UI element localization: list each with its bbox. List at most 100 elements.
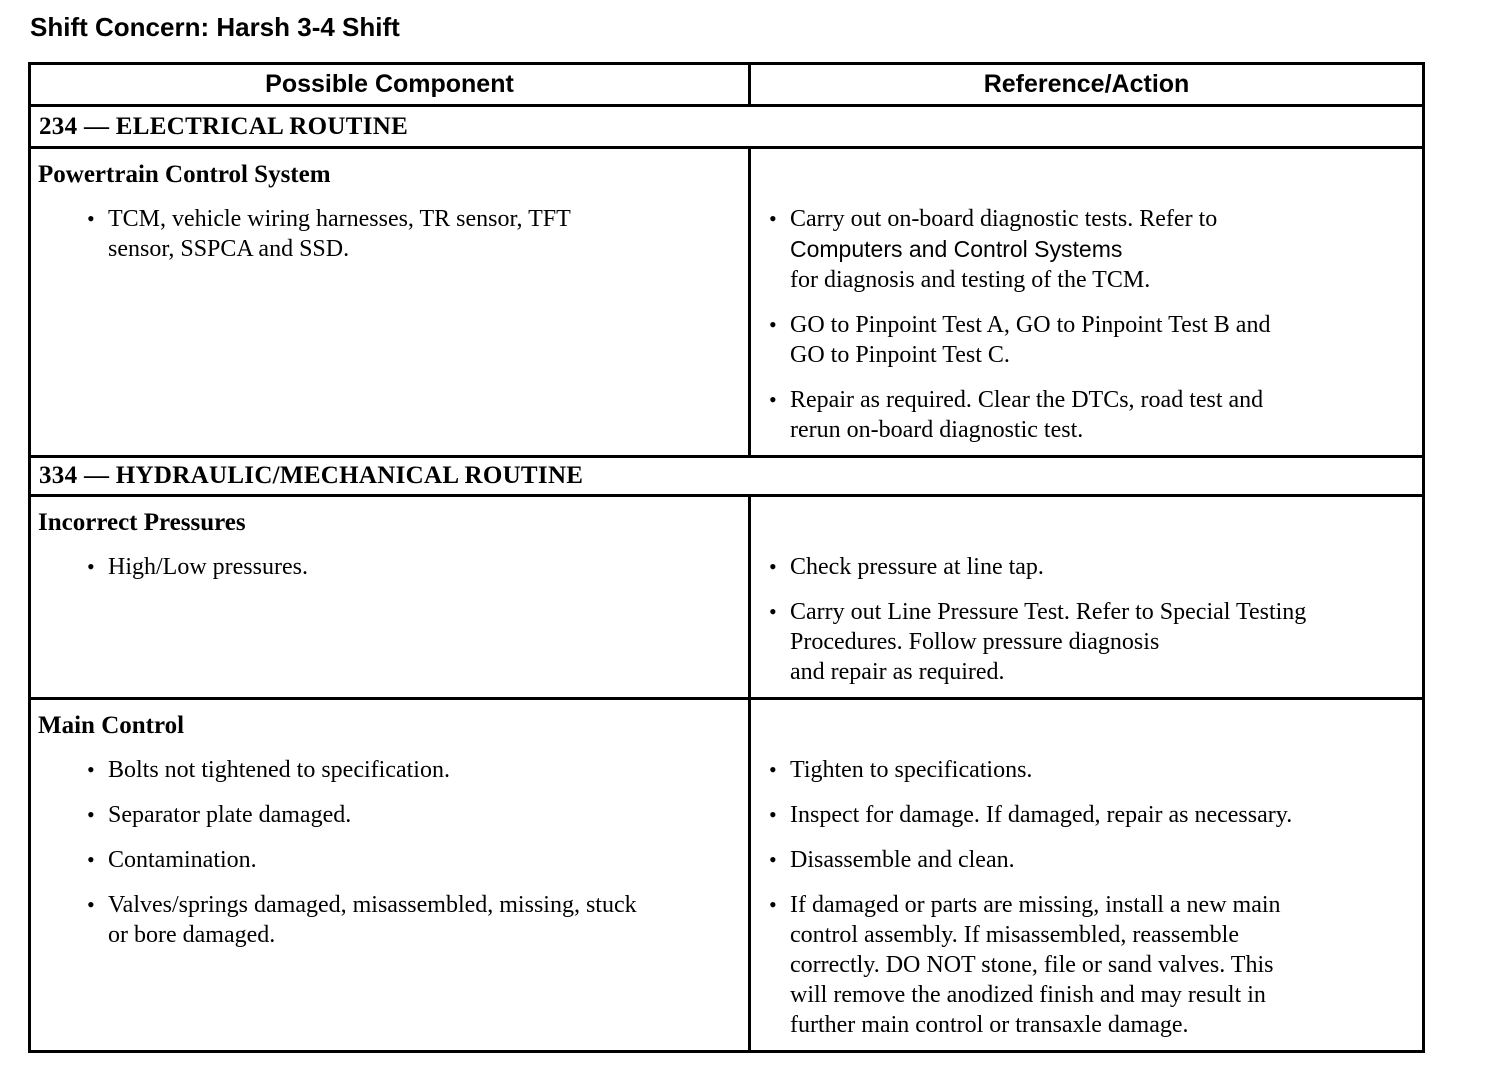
- bullet-icon: •: [769, 802, 777, 827]
- text-segment: TCM, vehicle wiring harnesses, TR sensor…: [108, 206, 571, 232]
- bullet-text: High/Low pressures.: [108, 552, 738, 582]
- bullet-icon: •: [769, 554, 777, 579]
- list-item: • Check pressure at line tap.: [769, 552, 1410, 582]
- action-bullet-list: • Carry out on-board diagnostic tests. Re…: [769, 204, 1410, 445]
- component-title: Powertrain Control System: [38, 161, 331, 188]
- bullet-text: Tighten to specifications.: [790, 755, 1410, 785]
- component-cell: Powertrain Control System • TCM, vehicle w…: [31, 149, 751, 455]
- text-segment: correctly. DO NOT stone, file or sand va…: [790, 952, 1274, 978]
- action-spacer: [757, 507, 1416, 552]
- bullet-text: Disassemble and clean.: [790, 845, 1410, 875]
- bullet-text: Separator plate damaged.: [108, 800, 738, 830]
- list-item: • Valves/springs damaged, misassembled, m…: [87, 890, 738, 950]
- text-segment: rerun on-board diagnostic test.: [790, 417, 1084, 443]
- text-segment: Check pressure at line tap.: [790, 554, 1044, 580]
- section-heading: 334 — HYDRAULIC/MECHANICAL ROUTINE: [39, 462, 584, 489]
- bullet-text: If damaged or parts are missing, install…: [790, 890, 1410, 1040]
- component-title: Incorrect Pressures: [38, 509, 246, 536]
- bullet-icon: •: [769, 312, 777, 337]
- text-segment: Procedures. Follow pressure diagnosis: [790, 629, 1160, 655]
- action-cell: • Carry out on-board diagnostic tests. Re…: [751, 149, 1422, 455]
- list-item: • Carry out on-board diagnostic tests. Re…: [769, 204, 1410, 295]
- text-segment: High/Low pressures.: [108, 554, 308, 580]
- bullet-text: Valves/springs damaged, misassembled, mi…: [108, 890, 738, 950]
- action-bullet-list: • Tighten to specifications. • Inspect for …: [769, 755, 1410, 1040]
- bullet-text: Contamination.: [108, 845, 738, 875]
- text-segment: or bore damaged.: [108, 922, 276, 948]
- bullet-icon: •: [769, 892, 777, 917]
- table-row: Powertrain Control System • TCM, vehicle w…: [31, 146, 1422, 455]
- text-segment: Separator plate damaged.: [108, 802, 352, 828]
- list-item: • Bolts not tightened to specification.: [87, 755, 738, 785]
- text-segment: Carry out Line Pressure Test. Refer to S…: [790, 599, 1307, 625]
- diagnostic-table: Possible Component Reference/Action 234 …: [28, 62, 1425, 1053]
- bullet-text: Carry out Line Pressure Test. Refer to S…: [790, 597, 1410, 687]
- table-row: Incorrect Pressures • High/Low pressures. •…: [31, 494, 1422, 697]
- text-segment: Carry out on-board diagnostic tests. Ref…: [790, 206, 1218, 232]
- list-item: • Contamination.: [87, 845, 738, 875]
- link-computers-and-control-systems[interactable]: Computers and Control Systems: [790, 236, 1123, 262]
- bullet-icon: •: [87, 892, 95, 917]
- bullet-icon: •: [769, 206, 777, 231]
- list-item: • GO to Pinpoint Test A, GO to Pinpoint T…: [769, 310, 1410, 370]
- text-segment: Inspect for damage. If damaged, repair a…: [790, 802, 1293, 828]
- text-segment: Valves/springs damaged, misassembled, mi…: [108, 892, 637, 918]
- bullet-icon: •: [87, 847, 95, 872]
- action-bullet-list: • Check pressure at line tap. • Carry out L…: [769, 552, 1410, 687]
- list-item: • Carry out Line Pressure Test. Refer to …: [769, 597, 1410, 687]
- table-body: 234 — ELECTRICAL ROUTINE Powertrain Contr…: [31, 104, 1422, 1050]
- list-item: • High/Low pressures.: [87, 552, 738, 582]
- text-segment: Bolts not tightened to specification.: [108, 757, 450, 783]
- list-item: • TCM, vehicle wiring harnesses, TR senso…: [87, 204, 738, 264]
- bullet-text: Carry out on-board diagnostic tests. Ref…: [790, 204, 1410, 295]
- action-cell: • Tighten to specifications. • Inspect for …: [751, 700, 1422, 1050]
- list-item: • Repair as required. Clear the DTCs, roa…: [769, 385, 1410, 445]
- component-bullet-list: • High/Low pressures.: [87, 552, 738, 582]
- text-segment: GO to Pinpoint Test C.: [790, 342, 1010, 368]
- list-item: • Separator plate damaged.: [87, 800, 738, 830]
- text-segment: further main control or transaxle damage…: [790, 1012, 1189, 1038]
- component-cell: Incorrect Pressures • High/Low pressures.: [31, 497, 751, 697]
- bullet-icon: •: [87, 757, 95, 782]
- bullet-text: Bolts not tightened to specification.: [108, 755, 738, 785]
- bullet-text: Check pressure at line tap.: [790, 552, 1410, 582]
- action-cell: • Check pressure at line tap. • Carry out L…: [751, 497, 1422, 697]
- column-header-possible-component: Possible Component: [31, 65, 751, 104]
- action-spacer: [757, 159, 1416, 204]
- bullet-icon: •: [769, 599, 777, 624]
- bullet-text: Inspect for damage. If damaged, repair a…: [790, 800, 1410, 830]
- text-segment: sensor, SSPCA and SSD.: [108, 236, 350, 262]
- text-segment: Contamination.: [108, 847, 257, 873]
- text-segment: Tighten to specifications.: [790, 757, 1033, 783]
- bullet-icon: •: [87, 802, 95, 827]
- list-item: • Tighten to specifications.: [769, 755, 1410, 785]
- table-row: Main Control • Bolts not tightened to spec…: [31, 697, 1422, 1050]
- text-segment: Disassemble and clean.: [790, 847, 1015, 873]
- component-title: Main Control: [38, 712, 185, 739]
- text-segment: and repair as required.: [790, 659, 1005, 685]
- bullet-text: GO to Pinpoint Test A, GO to Pinpoint Te…: [790, 310, 1410, 370]
- text-segment: GO to Pinpoint Test A, GO to Pinpoint Te…: [790, 312, 1271, 338]
- column-header-reference-action: Reference/Action: [983, 70, 1190, 98]
- text-segment: will remove the anodized finish and may …: [790, 982, 1266, 1008]
- bullet-text: Repair as required. Clear the DTCs, road…: [790, 385, 1410, 445]
- bullet-icon: •: [87, 206, 95, 231]
- bullet-icon: •: [769, 757, 777, 782]
- list-item: • Inspect for damage. If damaged, repair …: [769, 800, 1410, 830]
- section-heading: 234 — ELECTRICAL ROUTINE: [39, 112, 409, 140]
- list-item: • Disassemble and clean.: [769, 845, 1410, 875]
- component-bullet-list: • Bolts not tightened to specification. • S…: [87, 755, 738, 950]
- table-header-row: Possible Component Reference/Action: [31, 65, 1422, 104]
- bullet-icon: •: [769, 387, 777, 412]
- action-spacer: [757, 710, 1416, 755]
- bullet-icon: •: [769, 847, 777, 872]
- list-item: • If damaged or parts are missing, instal…: [769, 890, 1410, 1040]
- component-cell: Main Control • Bolts not tightened to spec…: [31, 700, 751, 1050]
- text-segment: control assembly. If misassembled, reass…: [790, 922, 1239, 948]
- bullet-icon: •: [87, 554, 95, 579]
- bullet-text: TCM, vehicle wiring harnesses, TR sensor…: [108, 204, 738, 264]
- section-heading-row: 234 — ELECTRICAL ROUTINE: [31, 104, 1422, 146]
- section-heading-row: 334 — HYDRAULIC/MECHANICAL ROUTINE: [31, 455, 1422, 494]
- component-bullet-list: • TCM, vehicle wiring harnesses, TR senso…: [87, 204, 738, 264]
- text-segment: If damaged or parts are missing, install…: [790, 892, 1281, 918]
